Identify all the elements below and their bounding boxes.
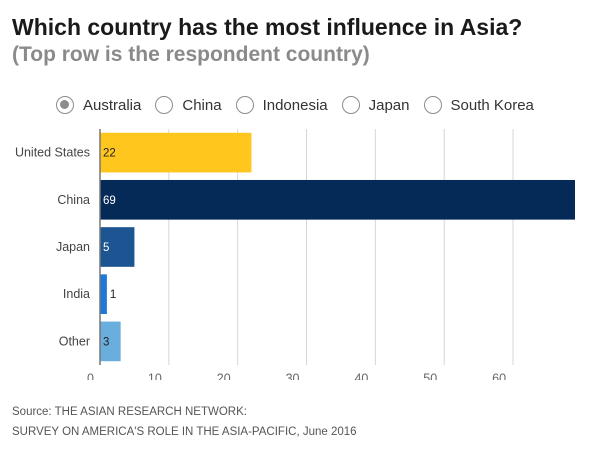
chart-subtitle: (Top row is the respondent country) <box>12 43 370 66</box>
category-label: United States <box>15 146 90 160</box>
x-tick-label: 30 <box>286 371 300 380</box>
x-tick-label: 40 <box>354 371 368 380</box>
x-tick-label: 60 <box>492 371 506 380</box>
radio-circle-icon[interactable] <box>423 96 442 114</box>
radio-australia[interactable]: Australia <box>56 96 141 114</box>
radio-japan[interactable]: Japan <box>341 96 410 114</box>
source-line-1: Source: THE ASIAN RESEARCH NETWORK: <box>12 406 247 418</box>
x-tick-label: 10 <box>148 371 162 380</box>
radio-indonesia[interactable]: Indonesia <box>235 96 328 114</box>
source-note: Source: THE ASIAN RESEARCH NETWORK: SURV… <box>12 402 357 442</box>
radio-south-korea[interactable]: South Korea <box>423 96 534 114</box>
source-line-2: SURVEY ON AMERICA'S ROLE IN THE ASIA-PAC… <box>12 426 357 438</box>
radio-circle-icon[interactable] <box>56 96 74 114</box>
data-label: 1 <box>110 289 116 301</box>
x-tick-label: 50 <box>423 371 437 380</box>
category-label: India <box>63 287 90 301</box>
x-tick-label: 20 <box>217 371 231 380</box>
bar <box>100 321 121 362</box>
radio-china[interactable]: China <box>155 96 222 114</box>
respondent-country-selector: Australia China Indonesia Japan South Ko… <box>56 96 548 114</box>
bar <box>100 179 575 220</box>
radio-label: South Korea <box>450 96 534 114</box>
x-tick-label: 0 <box>87 371 94 380</box>
category-label: Japan <box>56 240 90 254</box>
influence-bar-chart: United States 22 China 69 Japan 5 India 1 Other 3… <box>15 129 575 380</box>
bar <box>100 274 107 315</box>
data-label: 69 <box>103 195 116 207</box>
data-label: 5 <box>103 242 109 254</box>
radio-circle-icon[interactable] <box>235 96 254 114</box>
radio-label: Australia <box>83 96 142 114</box>
category-label: China <box>57 193 90 207</box>
data-label: 3 <box>103 336 109 348</box>
radio-circle-icon[interactable] <box>155 96 174 114</box>
radio-circle-icon[interactable] <box>341 96 360 114</box>
chart-title: Which country has the most influence in … <box>12 14 523 40</box>
data-label: 22 <box>103 148 116 160</box>
radio-label: China <box>182 96 222 114</box>
bar <box>100 227 135 267</box>
radio-label: Japan <box>368 96 410 114</box>
bar <box>100 132 252 173</box>
radio-label: Indonesia <box>262 96 328 114</box>
category-label: Other <box>59 334 90 348</box>
